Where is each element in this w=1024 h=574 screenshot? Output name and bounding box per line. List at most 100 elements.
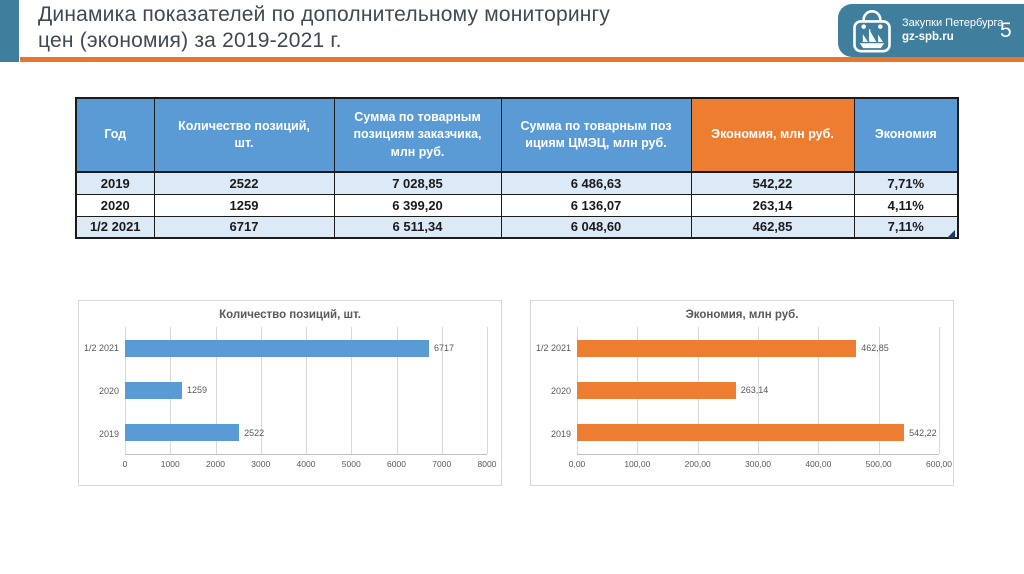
bar-value-label: 263,14 — [740, 385, 769, 396]
gridline — [306, 327, 307, 454]
page-title: Динамика показателей по дополнительному … — [38, 2, 610, 54]
x-axis-tick-label: 200,00 — [684, 459, 711, 469]
category-label: 2020 — [98, 386, 119, 396]
gridline — [818, 327, 820, 454]
logo-text: Закупки Петербурга gz-spb.ru — [902, 17, 1003, 44]
cell-savings-mln: 542,22 — [690, 171, 855, 195]
category-label: 2020 — [550, 386, 571, 396]
chart-savings: Экономия, млн руб. 1/2 2021 2020 2019 462,85… — [530, 300, 954, 486]
cell-positions: 1259 — [153, 193, 335, 217]
category-label: 1/2 2021 — [535, 343, 571, 354]
page-title-line1: Динамика показателей по дополнительному … — [38, 3, 611, 26]
col-header-cmec-sum: Сумма по товарным поз ициям ЦМЭЦ, млн ру… — [500, 97, 692, 173]
x-axis-tick-label: 100,00 — [624, 459, 651, 469]
chart-positions: Количество позиций, шт. 1/2 2021 2020 2019 6… — [78, 300, 502, 486]
cell-savings-pct: 4,11% — [853, 193, 959, 217]
table-row: 2020 1259 6 399,20 6 136,07 263,14 4,11% — [75, 193, 959, 217]
x-axis: 0,00 100,00 200,00 300,00 400,00 500,00 600,00 — [569, 455, 952, 471]
cell-positions: 6717 — [153, 215, 335, 239]
chart-title: Количество позиций, шт. — [219, 309, 361, 321]
x-axis-tick-label: 0,00 — [568, 459, 586, 469]
cell-savings-pct: 7,11% — [853, 215, 959, 239]
cell-customer-sum: 6 399,20 — [333, 193, 502, 217]
title-underline — [20, 57, 1024, 62]
plot-region: 462,85 263,14 542,22 — [577, 327, 940, 455]
gridline — [260, 327, 262, 454]
bar-value-label: 1259 — [186, 385, 207, 396]
x-axis-tick-label: 6000 — [387, 459, 406, 469]
x-axis-tick-label: 0 — [122, 459, 128, 469]
bar — [577, 381, 736, 399]
cell-customer-sum: 6 511,34 — [333, 215, 502, 239]
cell-savings-mln: 462,85 — [690, 215, 855, 239]
bar-row: 6717 — [125, 327, 487, 369]
cell-savings-mln: 263,14 — [690, 193, 855, 217]
category-label: 1/2 2021 — [83, 343, 119, 354]
bar — [125, 381, 182, 399]
bar-row: 542,22 — [577, 412, 939, 454]
bar-value-label: 2522 — [244, 427, 265, 438]
bar — [125, 424, 240, 442]
x-axis-tick-label: 600,00 — [926, 459, 952, 469]
table-corner-marker — [947, 230, 955, 238]
gridline — [215, 327, 217, 454]
chart-title: Экономия, млн руб. — [685, 309, 799, 321]
cell-year: 1/2 2021 — [75, 215, 155, 239]
x-axis-tick-label: 500,00 — [865, 459, 892, 469]
shopping-bag-ship-icon — [853, 9, 891, 52]
plot-region: 6717 1259 2522 — [125, 327, 488, 455]
gridline — [441, 327, 443, 454]
col-header-positions: Количество позиций, шт. — [153, 97, 335, 173]
bar-row: 1259 — [125, 369, 487, 411]
col-header-savings-mln: Экономия, млн руб. — [690, 97, 855, 173]
col-header-customer-sum: Сумма по товарным позициям заказчика, мл… — [333, 97, 502, 173]
logo-org-name: Закупки Петербурга — [902, 17, 1004, 29]
gridline — [758, 327, 759, 454]
bar — [577, 424, 905, 442]
bar-row: 263,14 — [577, 369, 939, 411]
x-axis-tick-label: 7000 — [432, 459, 452, 469]
logo-site-url: gz-spb.ru — [902, 31, 954, 43]
cell-savings-pct: 7,71% — [853, 171, 959, 195]
gridline — [396, 327, 398, 454]
category-label: 2019 — [98, 428, 119, 439]
x-axis-tick-label: 400,00 — [805, 459, 832, 469]
gridline — [351, 327, 353, 454]
indicators-table: Год Количество позиций, шт. Сумма по тов… — [75, 97, 959, 239]
bar — [577, 339, 857, 357]
table-row: 1/2 2021 6717 6 511,34 6 048,60 462,85 7… — [75, 215, 959, 239]
x-axis-tick-label: 300,00 — [745, 459, 771, 469]
cell-positions: 2522 — [153, 171, 335, 195]
cell-cmec-sum: 6 486,63 — [500, 171, 692, 195]
bar-row: 462,85 — [577, 327, 939, 369]
x-axis-tick-label: 2000 — [206, 459, 225, 469]
x-axis-tick-label: 3000 — [251, 459, 271, 469]
gridline — [487, 327, 488, 454]
cell-year: 2019 — [75, 171, 155, 195]
cell-customer-sum: 7 028,85 — [333, 171, 502, 195]
x-axis-tick-label: 5000 — [341, 459, 361, 469]
bar — [125, 339, 429, 357]
category-label: 2019 — [550, 428, 571, 439]
bar-value-label: 6717 — [433, 343, 454, 354]
cell-year: 2020 — [75, 193, 155, 217]
page-number: 5 — [1000, 18, 1012, 42]
x-axis-tick-label: 1000 — [160, 459, 180, 469]
cell-cmec-sum: 6 048,60 — [500, 215, 692, 239]
logo-badge: Закупки Петербурга gz-spb.ru 5 — [838, 4, 1024, 57]
page-title-line2: цен (экономия) за 2019-2021 г. — [38, 29, 342, 52]
x-axis: 0 1000 2000 3000 4000 5000 6000 7000 8000 — [122, 455, 497, 471]
bar-row: 2522 — [125, 412, 487, 454]
table-row: 2019 2522 7 028,85 6 486,63 542,22 7,71% — [75, 171, 959, 195]
gridline — [878, 327, 880, 454]
y-axis-category-labels: 1/2 2021 2020 2019 — [531, 327, 577, 455]
table-header-row: Год Количество позиций, шт. Сумма по тов… — [75, 97, 959, 173]
bar-value-label: 542,22 — [909, 427, 937, 438]
gridline — [939, 327, 940, 454]
cell-cmec-sum: 6 136,07 — [500, 193, 692, 217]
bar-value-label: 462,85 — [861, 343, 889, 354]
chart-plot-area: 1/2 2021 2020 2019 462,85 263,14 542,22 — [531, 327, 953, 455]
x-axis-tick-label: 4000 — [296, 459, 316, 469]
chart-plot-area: 1/2 2021 2020 2019 6717 1259 2522 — [79, 327, 501, 455]
